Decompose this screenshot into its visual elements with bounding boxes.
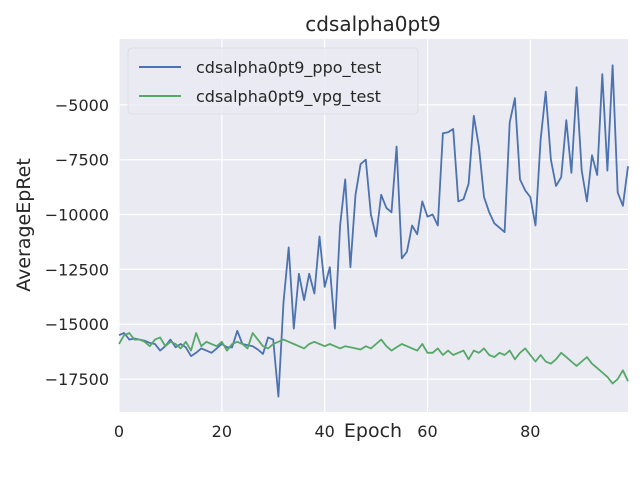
x-tick-label: 20 [212, 422, 232, 441]
x-tick-label: 60 [417, 422, 437, 441]
y-tick-labels: −17500 −15000 −12500 −10000 −7500 −5000 [45, 96, 109, 389]
x-tick-labels: 0 20 40 60 80 [114, 422, 541, 441]
legend-label-ppo: cdsalpha0pt9_ppo_test [196, 58, 381, 78]
y-tick-label: −12500 [45, 260, 109, 279]
x-tick-label: 0 [114, 422, 124, 441]
chart-title: cdsalpha0pt9 [305, 12, 441, 36]
series-line-vpg [118, 332, 629, 385]
series-lines [118, 64, 629, 398]
x-tick-label: 40 [314, 422, 334, 441]
series-line-ppo [118, 64, 629, 398]
x-tick-label: 80 [520, 422, 540, 441]
y-tick-label: −15000 [45, 315, 109, 334]
y-tick-label: −7500 [55, 151, 109, 170]
legend-label-vpg: cdsalpha0pt9_vpg_test [196, 87, 381, 107]
legend-box [127, 47, 419, 115]
x-axis-label: Epoch [344, 420, 402, 442]
y-tick-label: −17500 [45, 370, 109, 389]
y-tick-label: −10000 [45, 206, 109, 225]
y-tick-label: −5000 [55, 96, 109, 115]
y-axis-label: AverageEpRet [13, 158, 35, 292]
legend: cdsalpha0pt9_ppo_test cdsalpha0pt9_vpg_t… [127, 47, 419, 115]
